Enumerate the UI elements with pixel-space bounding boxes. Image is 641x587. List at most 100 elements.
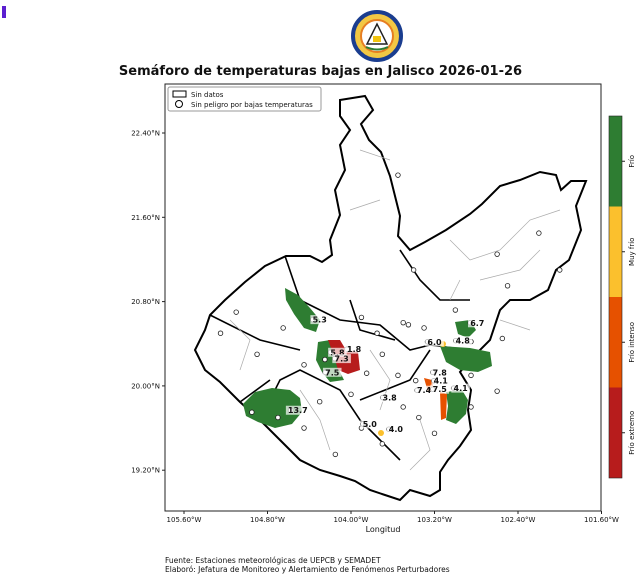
- station-value-label: 13.7: [288, 406, 308, 415]
- safe-station-marker: [254, 351, 260, 357]
- colorbar-frame: [608, 115, 623, 479]
- station-value-label: 4.1: [454, 384, 469, 393]
- x-tick-label: 105.60°W: [167, 516, 202, 524]
- safe-station-marker: [400, 319, 406, 326]
- safe-station-marker: [233, 309, 239, 315]
- station-value-label: 5.0: [363, 420, 378, 429]
- safe-station-marker: [275, 414, 281, 421]
- safe-station-marker: [400, 404, 406, 410]
- colorbar-segment: [609, 387, 622, 478]
- station-label-bg: [332, 354, 351, 364]
- station-label-bg: [453, 336, 472, 346]
- safe-station-marker: [280, 325, 286, 331]
- station-label-bg: [285, 405, 310, 415]
- safe-station-marker: [468, 372, 474, 379]
- station-value-label: 4.0: [389, 425, 404, 434]
- station-value-label: 7.4: [417, 386, 432, 395]
- safe-station-marker: [452, 307, 459, 313]
- station-label-bg: [322, 367, 342, 377]
- safe-station-marker: [363, 370, 370, 376]
- safe-station-marker: [557, 267, 563, 273]
- legend-no-data: Sin datos: [191, 91, 224, 99]
- region-frio: [440, 346, 492, 372]
- station-value-label: 7.5: [433, 385, 448, 394]
- safe-station-marker: [395, 172, 401, 178]
- station-label-bg: [467, 318, 487, 328]
- safe-station-marker: [499, 335, 506, 342]
- safe-station-marker: [249, 409, 255, 415]
- safe-station-marker: [322, 356, 328, 363]
- source-note: Fuente: Estaciones meteorológicas de UEP…: [165, 556, 381, 565]
- station-value-label: 6.7: [470, 319, 484, 328]
- region-frio: [446, 390, 468, 424]
- safe-station-marker: [358, 314, 365, 321]
- x-tick-label: 103.20°W: [417, 516, 452, 524]
- station-value-label: 7.8: [433, 368, 448, 377]
- stations: 5.3 1.85.87.3 7.5 13.7 3.8 5.0 4.0 6.7 6.0 4.8 7.8…: [217, 172, 563, 458]
- safe-station-marker: [504, 283, 511, 289]
- safe-station-marker: [494, 251, 500, 257]
- station-value-label: 5.8: [330, 348, 345, 357]
- station-value-label: 5.3: [313, 316, 327, 325]
- logo: [351, 10, 403, 62]
- station-label-bg: [431, 376, 451, 386]
- safe-station-marker: [413, 377, 419, 384]
- region-frio: [243, 388, 302, 428]
- safe-station-marker: [217, 330, 224, 336]
- safe-station-marker: [301, 362, 307, 368]
- no-danger-marker: [175, 100, 183, 108]
- station-label-bg: [380, 393, 399, 403]
- window-marker: [2, 6, 6, 18]
- station-label-bg: [344, 344, 364, 354]
- colorbar-segment: [609, 297, 622, 388]
- safe-station-marker: [316, 399, 323, 405]
- safe-station-marker: [416, 414, 422, 421]
- station-value-label: 7.5: [325, 368, 340, 377]
- station-value-label: 4.8: [456, 337, 471, 346]
- x-tick-label: 102.40°W: [501, 516, 536, 524]
- y-tick-label: 21.60°N: [131, 214, 160, 222]
- x-axis-label: Longitud: [366, 525, 401, 534]
- colorbar-segment: [609, 206, 622, 297]
- safe-station-marker: [379, 351, 386, 357]
- author-note: Elaboró: Jefatura de Monitoreo y Alertam…: [165, 565, 450, 574]
- safe-station-marker: [536, 230, 542, 236]
- safe-station-marker: [332, 451, 339, 458]
- colorbar-label: Frío extremo: [628, 411, 636, 455]
- station-label-bg: [328, 347, 347, 357]
- safe-station-marker: [374, 330, 380, 336]
- y-tick-label: 22.40°N: [131, 130, 160, 138]
- station-value-label: 6.0: [427, 338, 442, 347]
- station-label-bg: [414, 385, 434, 395]
- safe-station-marker: [379, 441, 386, 447]
- colorbar: Frío Muy frío Frío intenso Frío extremo: [608, 115, 636, 479]
- colorbar-label: Frío: [628, 155, 636, 168]
- station-label-bg: [430, 384, 450, 394]
- colorbar-label: Frío intenso: [628, 322, 636, 363]
- safe-station-marker: [395, 372, 401, 379]
- safe-station-marker: [405, 322, 412, 328]
- safe-station-marker: [431, 430, 438, 437]
- y-tick-label: 20.00°N: [131, 382, 160, 390]
- safe-station-marker: [421, 325, 427, 331]
- safe-station-marker: [410, 267, 417, 273]
- station-label-bg: [310, 315, 329, 325]
- footer: Fuente: Estaciones meteorológicas de UEP…: [165, 556, 450, 574]
- station-label-bg: [451, 383, 470, 393]
- x-tick-label: 104.00°W: [334, 516, 369, 524]
- safe-station-marker: [494, 388, 500, 394]
- legend-no-danger: Sin peligro por bajas temperaturas: [191, 101, 313, 109]
- station-value-label: 1.8: [347, 345, 362, 354]
- station-value-label: 7.3: [335, 355, 349, 364]
- y-tick-label: 19.20°N: [131, 467, 160, 475]
- station-label-bg: [360, 419, 380, 429]
- safe-station-marker: [301, 425, 307, 431]
- legend: Sin datos Sin peligro por bajas temperat…: [167, 86, 322, 112]
- station-label-bg: [425, 337, 444, 347]
- station-value-label: 3.8: [383, 394, 398, 403]
- x-tick-label: 104.80°W: [250, 516, 285, 524]
- station-label-bg: [430, 367, 450, 377]
- colorbar-segment: [609, 116, 622, 207]
- safe-station-marker: [348, 391, 354, 398]
